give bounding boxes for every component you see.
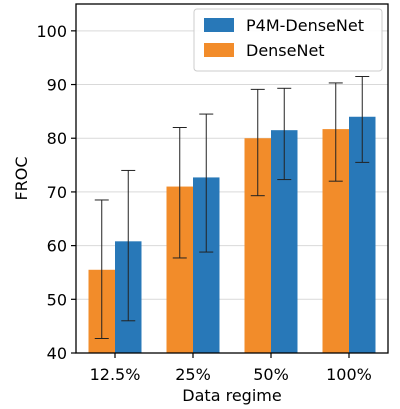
y-tick-label: 40 xyxy=(47,344,67,363)
y-axis-title: FROC xyxy=(12,156,31,200)
x-axis-title: Data regime xyxy=(182,386,281,405)
legend-swatch xyxy=(204,18,234,32)
y-tick-label: 100 xyxy=(36,22,67,41)
legend-box xyxy=(193,8,383,72)
y-tick-label: 80 xyxy=(47,129,67,148)
x-tick-label: 25% xyxy=(175,365,211,384)
error-bars xyxy=(94,75,370,340)
legend-swatch xyxy=(204,43,234,57)
y-tick-label: 60 xyxy=(47,237,67,256)
y-tick-label: 70 xyxy=(47,183,67,202)
legend-label: DenseNet xyxy=(246,41,325,60)
x-tick-label: 50% xyxy=(253,365,289,384)
y-tick-label: 50 xyxy=(47,290,67,309)
x-tick-label: 100% xyxy=(326,365,372,384)
bars xyxy=(88,116,376,353)
legend-label: P4M-DenseNet xyxy=(246,16,364,35)
plot-frame xyxy=(75,3,389,354)
x-tick-label: 12.5% xyxy=(90,365,141,384)
legend: P4M-DenseNet DenseNet xyxy=(193,8,383,72)
y-tick-label: 90 xyxy=(47,76,67,95)
ticks: 40 50 60 70 80 90 100 12.5% 25% 50% 100% xyxy=(36,22,371,384)
